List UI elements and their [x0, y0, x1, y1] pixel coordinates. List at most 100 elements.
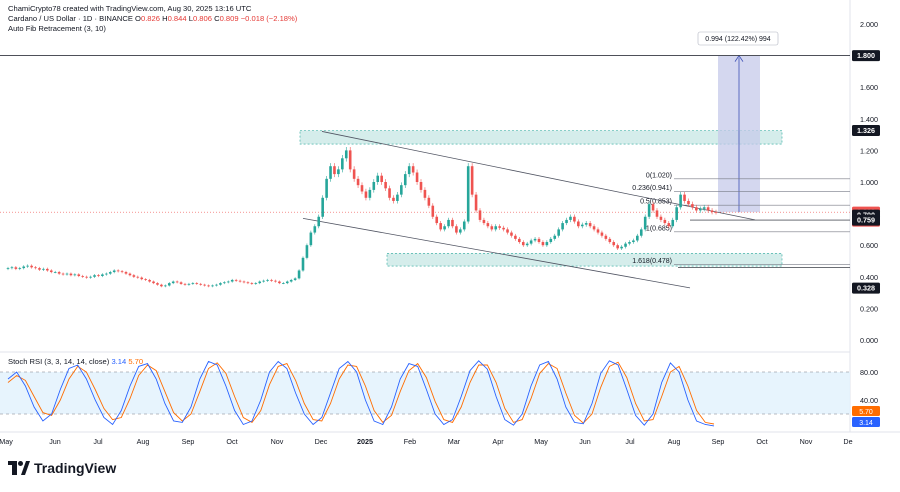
candle [360, 182, 364, 195]
candle [97, 274, 100, 278]
candle [230, 278, 234, 283]
candle-body [584, 223, 588, 225]
candle [282, 282, 285, 285]
candle [510, 230, 513, 238]
candle [368, 187, 372, 201]
candle-body [348, 150, 352, 170]
candle-body [498, 226, 501, 228]
candle-body [439, 223, 442, 230]
candle [462, 219, 466, 232]
fib-level-label: 0(1.020) [646, 172, 672, 179]
candle-body [521, 242, 525, 246]
candle-body [120, 271, 124, 273]
x-tick-label: Dec [315, 437, 328, 446]
candle [207, 284, 210, 288]
candle [407, 163, 411, 178]
candle-body [187, 283, 191, 285]
candle [46, 267, 49, 272]
candle [384, 179, 387, 192]
candle [482, 217, 486, 226]
candle-body [537, 238, 541, 243]
candle-body [199, 283, 203, 285]
candle-body [148, 279, 151, 282]
candle [156, 282, 159, 286]
candle [179, 281, 183, 285]
candle [580, 222, 584, 229]
rsi-y-tick-label: 80.00 [860, 368, 878, 377]
candle-body [234, 279, 238, 281]
candle [278, 280, 281, 285]
x-tick-label: Nov [271, 437, 284, 446]
candle-body [49, 270, 53, 273]
candle [329, 163, 332, 182]
candle [549, 237, 553, 244]
author-line: ChamiCrypto78 created with TradingView.c… [8, 4, 251, 14]
candle [285, 280, 289, 285]
candle [698, 206, 702, 213]
candle-body [388, 188, 391, 198]
fib-level-label: 1.618(0.478) [632, 258, 672, 265]
y-tick-label: 0.000 [860, 336, 878, 345]
candle [541, 240, 545, 247]
x-tick-label: Aug [668, 437, 681, 446]
candle [478, 208, 482, 223]
candle-body [632, 240, 635, 243]
candle [557, 227, 560, 238]
candle-body [435, 216, 439, 224]
candle [254, 282, 258, 285]
candle-body [30, 265, 33, 268]
candle-body [541, 242, 545, 246]
candle-body [140, 277, 144, 280]
candle-body [128, 273, 132, 276]
candle [65, 272, 69, 276]
candle [639, 227, 643, 238]
candle-body [65, 273, 69, 275]
price-tag-label: 0.328 [857, 284, 875, 293]
candle [502, 225, 505, 232]
candle-body [588, 223, 592, 227]
candle [439, 220, 442, 232]
candle-body [167, 283, 171, 286]
candle [388, 185, 391, 201]
candle-body [419, 182, 423, 190]
candle [38, 266, 41, 271]
symbol-text[interactable]: Cardano / US Dollar · 1D · BINANCE [8, 14, 133, 23]
candle-body [6, 268, 10, 269]
candle [309, 230, 313, 247]
candle [419, 179, 423, 193]
x-tick-label: 2025 [357, 437, 373, 446]
brand-name: TradingView [34, 460, 117, 476]
candle-body [337, 169, 340, 175]
candle-body [647, 204, 651, 217]
candle [655, 208, 659, 219]
candle-body [108, 272, 112, 274]
rsi-label[interactable]: Stoch RSI (3, 3, 14, 14, close) [8, 357, 110, 366]
candle-body [474, 194, 478, 211]
candle-body [651, 204, 655, 211]
candle-body [553, 235, 557, 239]
candle [714, 209, 718, 215]
candle [490, 224, 494, 232]
low-label: L [188, 14, 193, 23]
candle-body [482, 219, 486, 224]
candle [577, 219, 580, 229]
candle [600, 230, 604, 238]
candle [608, 237, 612, 244]
candle-body [42, 268, 45, 270]
indicator-text[interactable]: Auto Fib Retracement (3, 10) [8, 24, 106, 33]
x-tick-label: Oct [226, 437, 237, 446]
candle-body [333, 166, 336, 175]
candle-body [714, 212, 718, 213]
x-tick-label: Nov [800, 437, 813, 446]
candle [592, 224, 596, 232]
tradingview-logo[interactable]: TradingView [8, 460, 116, 476]
candle-body [175, 281, 179, 283]
open-value: 0.826 [140, 14, 160, 23]
candle [30, 264, 33, 269]
candle [167, 282, 171, 287]
candle [455, 224, 458, 235]
candle [620, 245, 623, 251]
candle [443, 224, 446, 232]
